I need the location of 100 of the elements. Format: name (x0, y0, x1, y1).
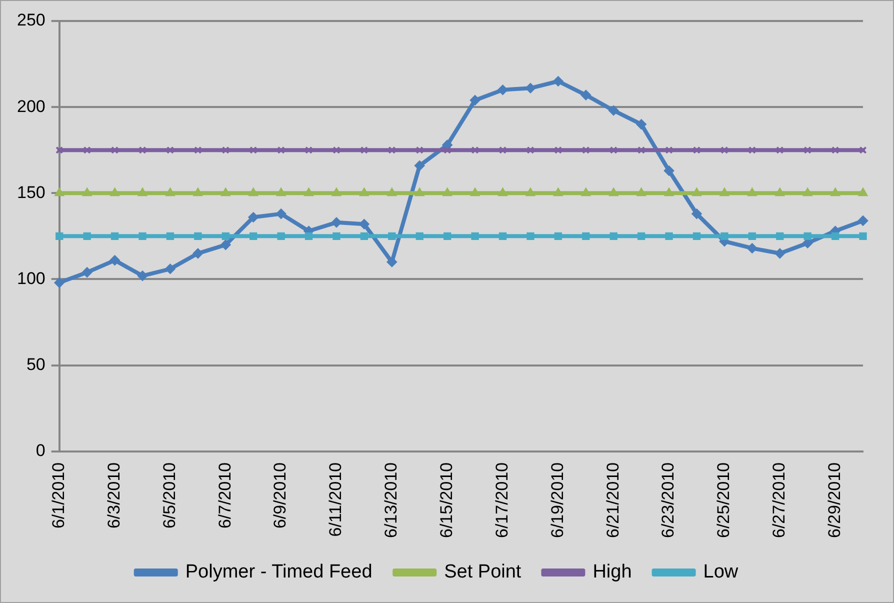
point (166, 232, 174, 240)
point (444, 146, 452, 154)
y-tick-label: 0 (36, 441, 46, 460)
point (636, 119, 646, 130)
x-tick-label: 6/13/2010 (382, 462, 401, 538)
point (56, 232, 64, 240)
point (498, 84, 508, 95)
y-tick-label: 50 (26, 354, 46, 374)
point (82, 188, 92, 196)
point (830, 188, 840, 196)
legend-label: Set Point (444, 562, 522, 583)
point (415, 188, 424, 196)
point (748, 232, 756, 240)
point (803, 188, 812, 196)
x-tick-label: 6/23/2010 (658, 462, 678, 538)
point (831, 146, 840, 154)
point (637, 146, 646, 154)
point (416, 146, 424, 154)
x-tick-label: 6/11/2010 (326, 462, 346, 537)
point (610, 146, 618, 154)
point (221, 188, 230, 196)
x-tick-label: 6/5/2010 (160, 462, 179, 529)
point (748, 188, 757, 196)
point (360, 146, 368, 154)
point (248, 212, 258, 222)
point (444, 232, 452, 240)
point (138, 188, 147, 196)
point (553, 76, 564, 86)
point (138, 146, 146, 154)
x-tick-label: 6/7/2010 (215, 462, 234, 529)
x-tick-label: 6/17/2010 (492, 462, 512, 538)
x-tick-label: 6/3/2010 (104, 462, 124, 529)
x-tick-label: 6/15/2010 (437, 462, 456, 538)
point (774, 248, 785, 258)
point (388, 232, 396, 240)
point (664, 166, 674, 176)
point (138, 270, 148, 281)
point (388, 146, 396, 154)
point (277, 232, 285, 240)
point (720, 188, 729, 196)
point (194, 232, 202, 240)
x-tick-label: 6/29/2010 (824, 462, 844, 538)
point (609, 188, 618, 196)
point (304, 146, 313, 154)
point (165, 264, 176, 274)
point (416, 232, 424, 240)
point (554, 188, 563, 196)
point (720, 146, 728, 154)
legend-label: Low (703, 562, 738, 583)
point (858, 188, 868, 196)
x-tick-label: 6/25/2010 (714, 462, 734, 538)
point (582, 146, 590, 154)
point (692, 188, 702, 196)
point (110, 255, 120, 266)
point (775, 188, 784, 196)
point (166, 146, 174, 154)
x-tick-label: 6/19/2010 (548, 462, 567, 538)
point (664, 188, 674, 196)
point (776, 146, 784, 154)
point (248, 188, 258, 196)
point (83, 232, 91, 240)
point (304, 232, 313, 240)
point (748, 146, 756, 154)
point (498, 232, 507, 240)
point (83, 146, 91, 154)
point (776, 232, 784, 240)
y-tick-label: 200 (16, 96, 46, 116)
point (582, 232, 590, 240)
point (359, 219, 370, 230)
point (192, 248, 203, 258)
point (581, 188, 590, 196)
point (526, 232, 534, 240)
point (859, 146, 867, 154)
point (610, 232, 618, 240)
point (54, 188, 64, 196)
point (665, 232, 673, 240)
point (747, 243, 758, 254)
point (110, 232, 119, 240)
point (526, 188, 535, 196)
point (720, 232, 728, 240)
x-tick-label: 6/9/2010 (270, 462, 290, 529)
point (442, 188, 452, 196)
point (277, 146, 285, 154)
point (637, 232, 646, 240)
point (580, 90, 591, 100)
point (526, 146, 534, 154)
point (665, 146, 673, 154)
point (54, 278, 64, 288)
point (471, 232, 479, 240)
point (471, 146, 479, 154)
point (636, 188, 646, 196)
y-tick-label: 150 (16, 182, 46, 202)
point (442, 140, 452, 150)
point (360, 232, 368, 240)
point (222, 146, 230, 154)
point (250, 146, 258, 154)
point (332, 188, 341, 196)
point (332, 232, 340, 240)
point (831, 232, 840, 240)
point (193, 188, 202, 196)
